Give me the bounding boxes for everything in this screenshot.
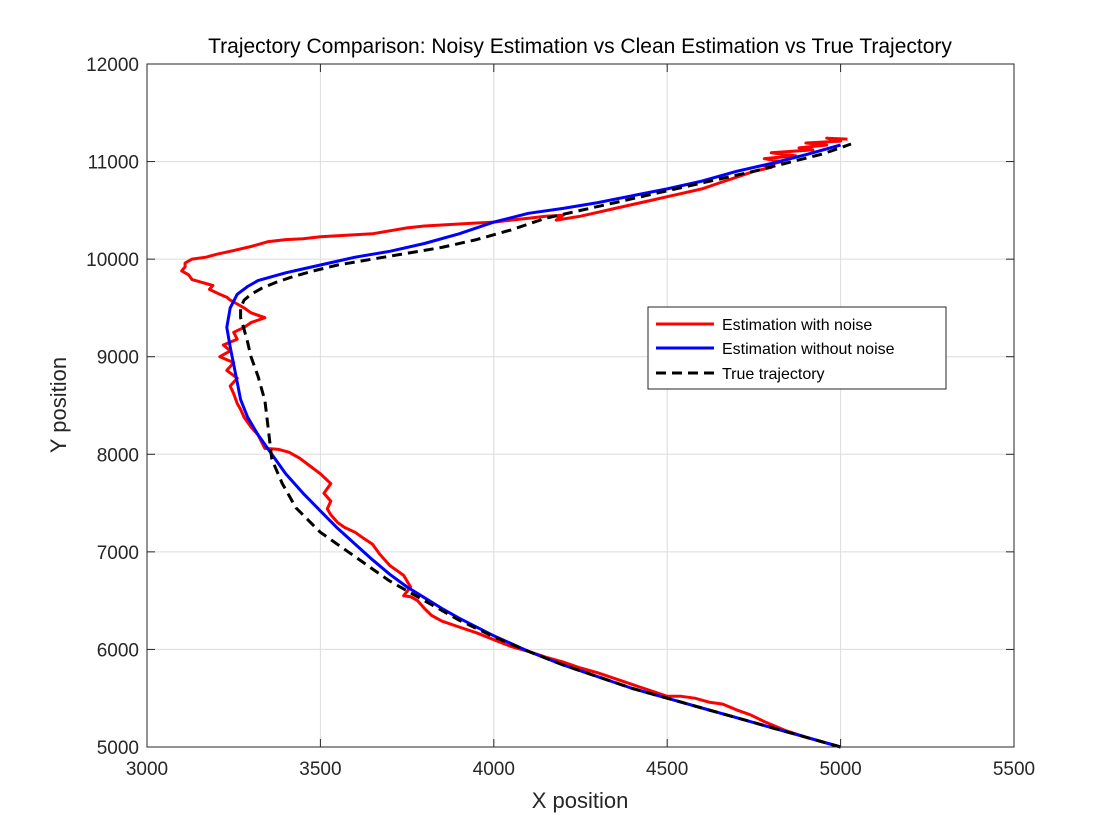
legend-label-noisy: Estimation with noise <box>722 317 872 334</box>
plot-area-frame <box>146 63 1015 748</box>
legend: Estimation with noise Estimation without… <box>647 306 947 390</box>
chart-title: Trajectory Comparison: Noisy Estimation … <box>208 35 952 58</box>
y-axis-title: Y position <box>46 357 71 453</box>
y-tick-label: 5000 <box>97 738 139 759</box>
x-tick-label: 5500 <box>993 759 1035 780</box>
axis-ticks: 3000 3500 4000 4500 5000 5500 5000 6000 7000 8000… <box>86 55 1035 780</box>
legend-label-true: True trajectory <box>722 366 825 383</box>
x-axis-title: X position <box>532 788 629 813</box>
y-tick-label: 7000 <box>97 543 139 564</box>
x-tick-label: 3000 <box>126 759 168 780</box>
series-noisy-estimation <box>180 136 848 749</box>
x-tick-label: 4500 <box>646 759 688 780</box>
x-tick-label: 4000 <box>473 759 515 780</box>
x-tick-label: 3500 <box>299 759 341 780</box>
y-tick-label: 11000 <box>88 153 139 174</box>
y-tick-label: 9000 <box>97 348 139 369</box>
series-true-trajectory <box>239 142 852 749</box>
legend-label-clean: Estimation without noise <box>722 341 895 358</box>
y-tick-label: 12000 <box>86 55 139 76</box>
series-lines <box>180 136 852 749</box>
y-tick-label: 6000 <box>97 640 139 661</box>
y-tick-label: 8000 <box>97 445 139 466</box>
x-tick-label: 5000 <box>819 759 861 780</box>
y-tick-label: 10000 <box>86 250 139 271</box>
